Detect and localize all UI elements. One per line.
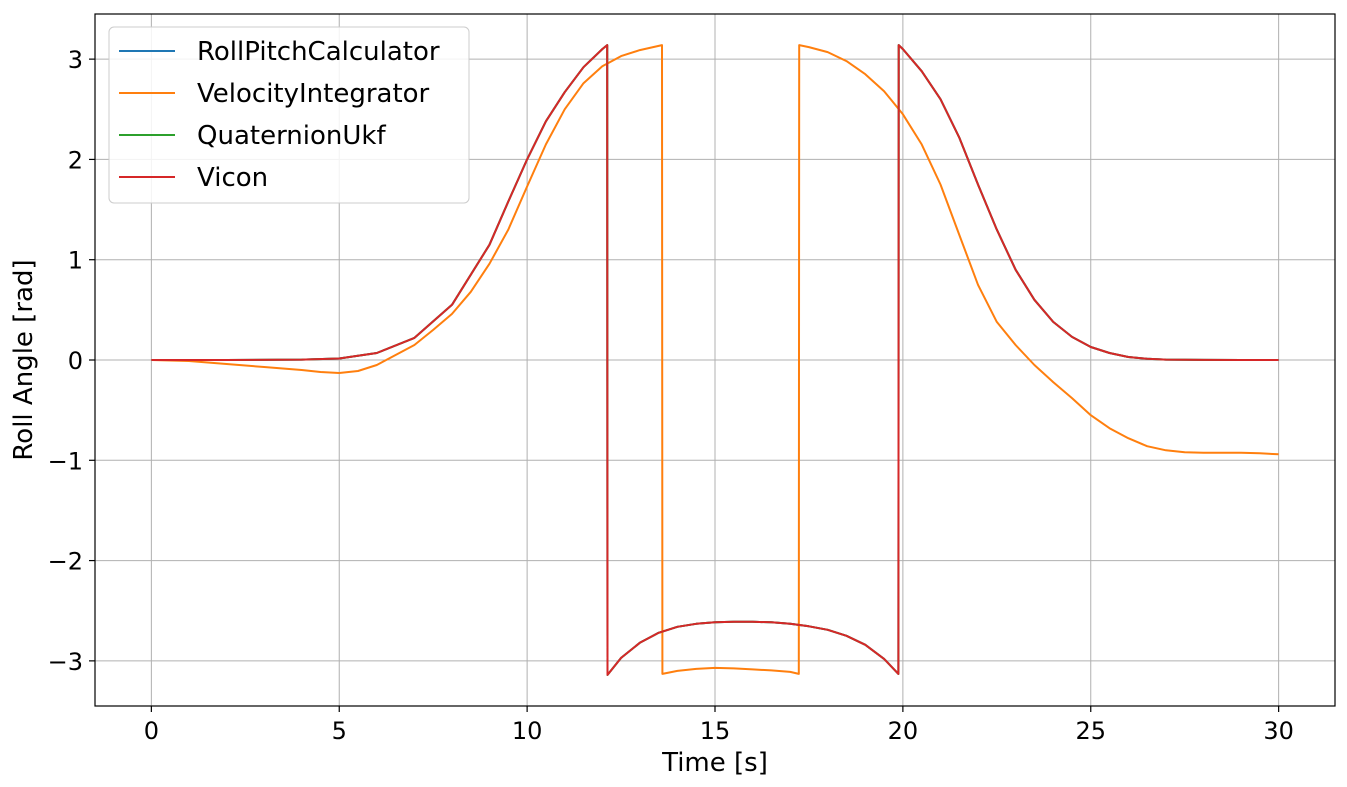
x-tick-label: 25 [1075,717,1106,745]
legend-label: VelocityIntegrator [197,79,430,109]
y-tick-label: 1 [68,247,83,275]
x-tick-label: 10 [512,717,543,745]
y-axis-label: Roll Angle [rad] [9,259,39,460]
x-axis-label: Time [s] [661,748,768,778]
x-tick-label: 0 [144,717,159,745]
y-tick-label: 2 [68,146,83,174]
y-tick-label: −3 [48,648,83,676]
y-tick-label: 3 [68,46,83,74]
x-tick-label: 20 [888,717,919,745]
legend-label: RollPitchCalculator [197,37,440,67]
grid-lines [95,14,1335,706]
x-axis-ticks: 0 5 10 15 20 25 30 [144,706,1294,745]
legend: RollPitchCalculator VelocityIntegrator Qua… [108,26,470,204]
y-tick-label: −1 [48,447,83,475]
legend-label: QuaternionUkf [197,121,386,151]
legend-label: Vicon [197,163,268,193]
x-tick-label: 5 [332,717,347,745]
legend-box [108,26,470,204]
x-tick-label: 30 [1263,717,1294,745]
plot-series [151,44,1279,676]
y-tick-label: −2 [48,548,83,576]
y-tick-label: 0 [68,347,83,375]
series-line-vicon [151,44,1279,676]
y-axis-ticks: −3 −2 −1 0 1 2 3 [48,46,95,676]
series-line-velocityintegrator [151,44,1279,675]
x-tick-label: 15 [700,717,731,745]
